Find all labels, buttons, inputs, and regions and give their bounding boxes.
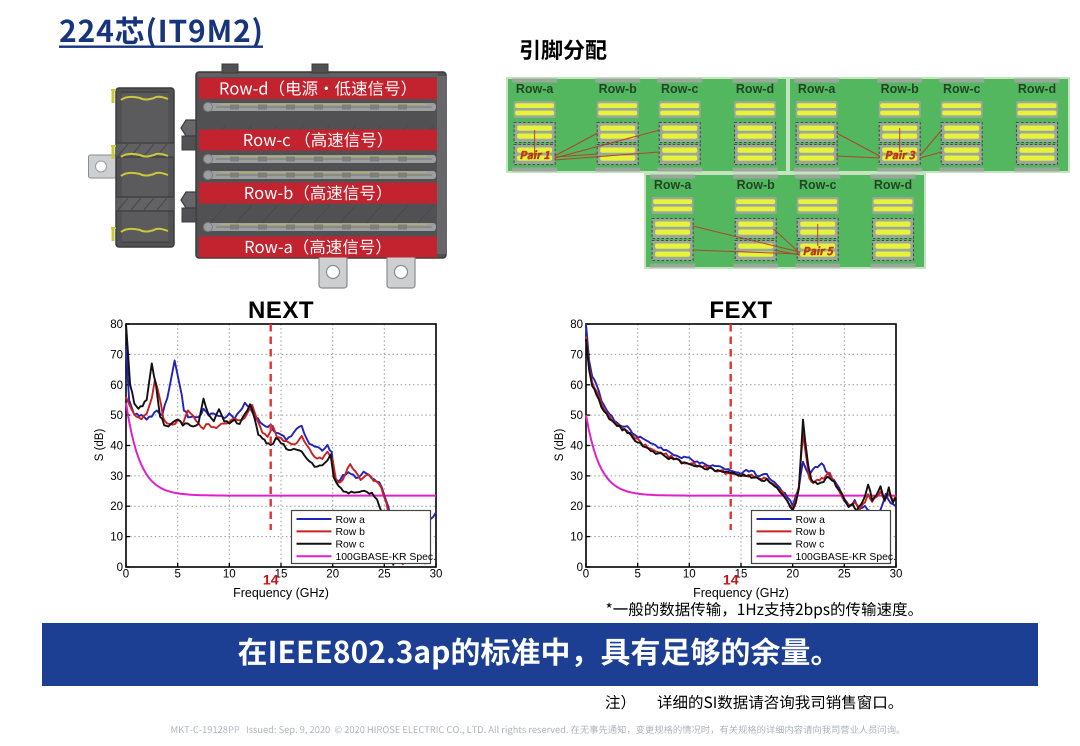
svg-text:15: 15 <box>735 569 748 581</box>
svg-text:Row-c: Row-c <box>943 82 981 96</box>
svg-text:60: 60 <box>110 380 123 392</box>
svg-text:Row-b: Row-b <box>599 82 638 96</box>
svg-text:70: 70 <box>110 349 123 361</box>
svg-text:0: 0 <box>583 569 589 581</box>
svg-text:20: 20 <box>786 569 799 581</box>
svg-text:30: 30 <box>110 471 123 483</box>
svg-text:0: 0 <box>123 569 129 581</box>
svg-text:30: 30 <box>570 471 583 483</box>
svg-text:0: 0 <box>577 562 583 574</box>
svg-text:Row-c: Row-c <box>799 178 837 192</box>
svg-text:Row-d: Row-d <box>736 82 774 96</box>
svg-text:Row a: Row a <box>796 515 826 526</box>
svg-text:Row-a: Row-a <box>798 82 837 96</box>
svg-text:30: 30 <box>890 569 903 581</box>
svg-text:50: 50 <box>570 410 583 422</box>
svg-text:Frequency (GHz): Frequency (GHz) <box>233 586 329 600</box>
svg-text:25: 25 <box>378 569 391 581</box>
svg-text:100GBASE-KR Spec.: 100GBASE-KR Spec. <box>336 552 437 563</box>
svg-text:0: 0 <box>117 562 123 574</box>
svg-text:100GBASE-KR Spec.: 100GBASE-KR Spec. <box>796 552 897 563</box>
svg-text:Row-b: Row-b <box>881 82 920 96</box>
svg-text:50: 50 <box>110 410 123 422</box>
svg-text:20: 20 <box>570 501 583 513</box>
svg-text:40: 40 <box>570 441 583 453</box>
svg-text:15: 15 <box>275 569 288 581</box>
svg-text:S (dB): S (dB) <box>94 429 106 462</box>
svg-text:Row b: Row b <box>336 527 366 538</box>
svg-text:Row c: Row c <box>796 540 825 551</box>
svg-text:10: 10 <box>570 532 583 544</box>
svg-text:Row-c: Row-c <box>661 82 699 96</box>
svg-text:10: 10 <box>223 569 236 581</box>
svg-text:Frequency (GHz): Frequency (GHz) <box>693 586 789 600</box>
svg-text:5: 5 <box>174 569 180 581</box>
svg-text:30: 30 <box>430 569 443 581</box>
svg-text:Row-d: Row-d <box>1018 82 1056 96</box>
svg-text:25: 25 <box>838 569 851 581</box>
svg-text:80: 80 <box>570 319 583 331</box>
svg-text:14: 14 <box>723 572 739 588</box>
svg-text:80: 80 <box>110 319 123 331</box>
svg-text:Row a: Row a <box>336 515 366 526</box>
svg-text:Row-d: Row-d <box>874 178 912 192</box>
svg-text:FEXT: FEXT <box>709 297 772 324</box>
svg-text:Row-b: Row-b <box>737 178 776 192</box>
svg-text:NEXT: NEXT <box>248 297 314 324</box>
svg-text:40: 40 <box>110 441 123 453</box>
svg-text:20: 20 <box>110 501 123 513</box>
svg-text:Row-a: Row-a <box>516 82 555 96</box>
svg-text:60: 60 <box>570 380 583 392</box>
svg-text:70: 70 <box>570 349 583 361</box>
svg-text:S (dB): S (dB) <box>554 429 566 462</box>
svg-text:5: 5 <box>634 569 640 581</box>
svg-text:20: 20 <box>326 569 339 581</box>
svg-text:10: 10 <box>683 569 696 581</box>
svg-text:Row-a: Row-a <box>654 178 693 192</box>
svg-text:10: 10 <box>110 532 123 544</box>
svg-text:Row c: Row c <box>336 540 365 551</box>
svg-text:14: 14 <box>263 572 279 588</box>
svg-text:Row b: Row b <box>796 527 826 538</box>
